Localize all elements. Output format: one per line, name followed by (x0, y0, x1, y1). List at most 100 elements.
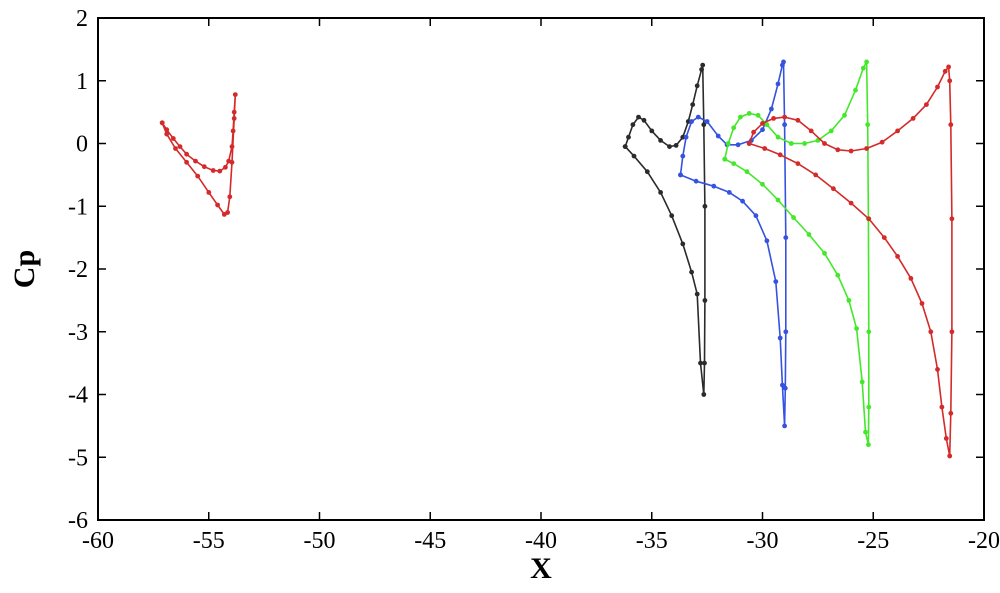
data-point (201, 164, 207, 170)
data-point (943, 436, 949, 441)
y-tick-label: -1 (68, 194, 88, 220)
x-tick-label: -20 (968, 528, 1000, 554)
data-point (769, 106, 774, 112)
data-point (777, 152, 783, 158)
data-point (919, 301, 925, 306)
data-point (853, 87, 858, 93)
series-line (748, 66, 953, 457)
series-line (724, 61, 870, 446)
data-point (846, 298, 852, 303)
data-point (649, 128, 655, 134)
data-point (698, 360, 703, 366)
y-tick-label: -5 (68, 445, 88, 471)
data-point (831, 186, 836, 192)
data-point (755, 112, 761, 118)
data-point (746, 111, 752, 116)
data-point (780, 382, 785, 388)
data-point (895, 254, 900, 259)
data-point (860, 65, 866, 71)
series-4 (722, 59, 872, 448)
y-tick-label: -3 (68, 320, 88, 346)
data-point (164, 131, 170, 137)
data-point (942, 68, 948, 74)
data-point (210, 168, 216, 173)
data-point (866, 404, 872, 410)
data-point (704, 119, 710, 124)
data-point (762, 146, 768, 151)
data-point (910, 116, 916, 121)
data-point (924, 102, 929, 107)
data-point (715, 133, 721, 139)
data-point (764, 122, 770, 128)
data-point (658, 138, 663, 143)
data-point (783, 235, 789, 241)
data-point (881, 235, 887, 241)
data-point (753, 213, 759, 219)
data-point (680, 134, 686, 140)
data-point (854, 326, 859, 331)
data-point (760, 127, 765, 133)
data-point (828, 128, 834, 134)
data-point (842, 112, 847, 118)
data-point (863, 429, 868, 435)
data-point (644, 169, 650, 175)
series-3 (678, 59, 789, 429)
data-point (725, 141, 731, 146)
data-point (822, 250, 827, 256)
data-point (683, 134, 689, 140)
y-tick-label: -2 (68, 257, 88, 283)
data-point (773, 279, 779, 284)
data-point (195, 173, 201, 179)
data-point (947, 453, 953, 459)
data-point (690, 102, 696, 107)
data-point (822, 141, 827, 146)
data-point (782, 423, 787, 429)
data-point (231, 116, 237, 121)
series-5 (746, 64, 955, 459)
data-point (746, 141, 752, 146)
series-layer (159, 59, 955, 459)
data-point (622, 144, 628, 150)
data-point (215, 202, 221, 208)
data-point (699, 67, 704, 72)
data-point (722, 156, 728, 162)
data-point (760, 181, 765, 187)
ticks-layer: -60 -55 -50 -45 -40 -35 -30 -25 -20 2 1 0 -1 -2 -3 -4 -5… (68, 6, 1000, 554)
data-point (864, 146, 869, 151)
data-point (680, 241, 686, 247)
data-point (949, 329, 955, 335)
data-point (731, 161, 737, 167)
data-point (865, 122, 871, 128)
data-point (159, 120, 165, 126)
data-point (184, 151, 190, 157)
data-point (791, 215, 796, 220)
data-point (782, 122, 787, 128)
x-tick-label: -40 (525, 528, 557, 554)
data-point (667, 144, 672, 150)
y-tick-label: 2 (76, 6, 88, 32)
data-point (230, 128, 236, 134)
data-point (760, 121, 765, 126)
data-point (229, 144, 235, 150)
y-tick-label: -4 (68, 383, 88, 409)
series-line (624, 64, 706, 396)
data-point (738, 114, 743, 120)
data-point (783, 329, 789, 335)
x-tick-label: -60 (82, 528, 114, 554)
data-point (702, 203, 708, 209)
data-point (928, 329, 934, 335)
data-point (782, 114, 787, 120)
data-point (948, 410, 954, 416)
data-point (232, 92, 238, 97)
data-point (775, 134, 781, 140)
x-tick-label: -30 (747, 528, 779, 554)
data-point (775, 81, 781, 87)
data-point (879, 139, 885, 145)
data-point (685, 119, 691, 124)
plot-frame (97, 17, 985, 521)
data-point (781, 59, 786, 65)
data-point (173, 146, 178, 151)
data-point (835, 147, 841, 153)
data-point (802, 141, 807, 146)
